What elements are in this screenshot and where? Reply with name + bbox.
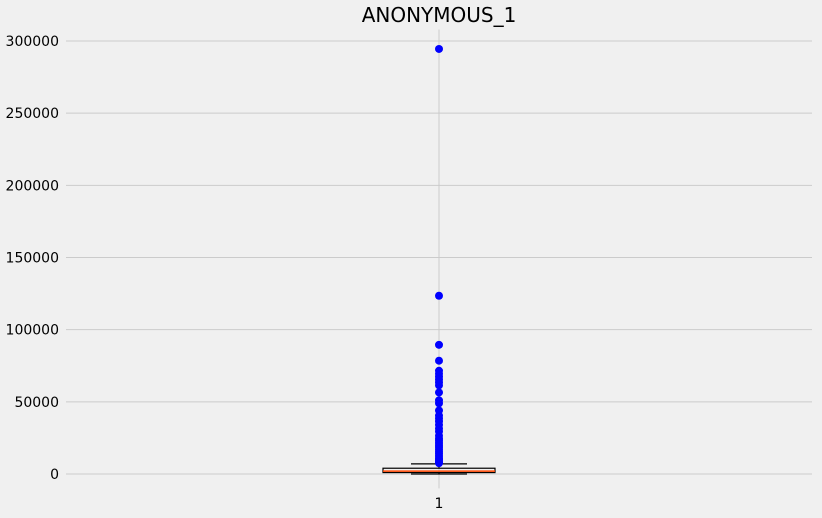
y-axis-ticks: 0 50000 100000 150000 200000 250000 300000 [6,34,59,483]
x-axis-ticks: 1 [435,496,444,512]
y-tick-label: 100000 [6,323,59,339]
y-tick-label: 200000 [6,178,59,194]
outlier-point [435,291,443,300]
y-tick-label: 0 [50,467,59,483]
y-tick-label: 150000 [6,251,59,267]
y-tick-label: 300000 [6,34,59,50]
outlier-point [435,459,443,468]
outlier-point [435,399,443,408]
y-tick-label: 50000 [14,395,59,411]
box-group [382,463,496,475]
grid-lines [66,29,812,489]
y-tick-label: 250000 [6,106,59,122]
outlier-point [435,381,443,390]
outlier-point [435,340,443,349]
outlier-point [435,388,443,397]
outlier-point [435,44,443,53]
outlier-points [435,44,443,468]
chart-title: ANONYMOUS_1 [362,3,517,27]
x-tick-label: 1 [435,496,444,512]
outlier-point [435,356,443,365]
